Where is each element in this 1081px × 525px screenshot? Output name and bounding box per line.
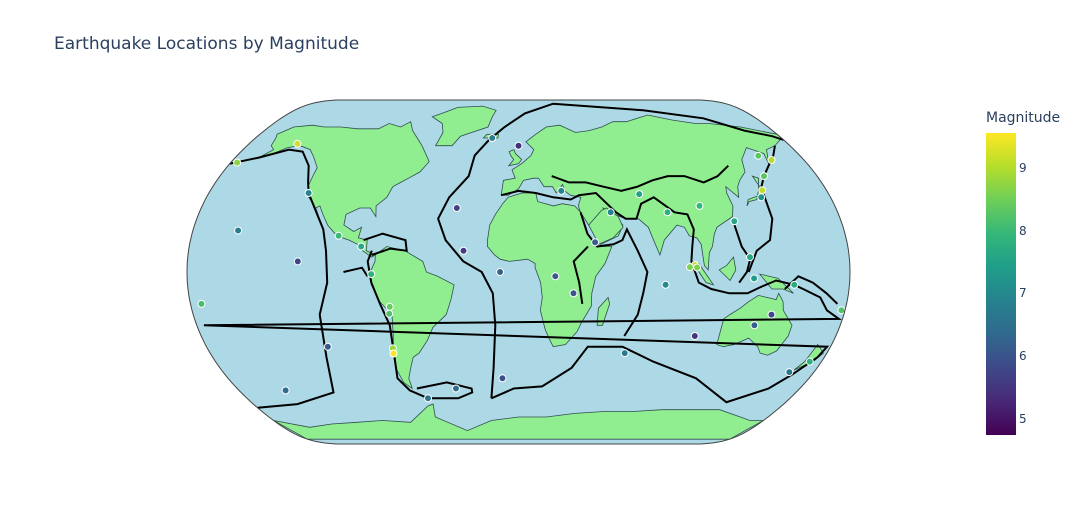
earthquake-point[interactable] <box>695 201 704 210</box>
land-greenland <box>431 105 497 147</box>
colorbar-tick-label: 7 <box>1019 286 1027 301</box>
earthquake-point[interactable] <box>693 263 702 272</box>
earthquake-point[interactable] <box>514 141 523 150</box>
land-british-isles <box>507 149 523 167</box>
earthquake-point[interactable] <box>635 190 644 199</box>
earthquake-point[interactable] <box>385 302 394 311</box>
earthquake-point[interactable] <box>452 384 460 393</box>
earthquake-point[interactable] <box>367 270 376 279</box>
land-japan <box>746 175 761 207</box>
earthquake-point[interactable] <box>730 217 739 226</box>
plate-boundary-line <box>551 164 729 192</box>
earthquake-point[interactable] <box>452 204 461 212</box>
plate-boundary-line <box>366 250 474 400</box>
earthquake-point[interactable] <box>293 257 302 266</box>
earthquake-points-layer[interactable] <box>197 134 846 403</box>
earthquake-point[interactable] <box>334 231 343 240</box>
plate-boundary-line <box>572 245 589 305</box>
plate-boundary-line <box>229 148 335 409</box>
chart-title: Earthquake Locations by Magnitude <box>54 34 360 54</box>
plate-boundary-line <box>363 232 408 256</box>
earthquake-point[interactable] <box>591 238 600 247</box>
earthquake-point[interactable] <box>557 186 566 195</box>
earthquake-point[interactable] <box>569 289 578 298</box>
earthquake-point[interactable] <box>750 321 759 330</box>
earthquake-point[interactable] <box>663 208 672 217</box>
earthquake-point[interactable] <box>690 332 699 340</box>
earthquake-point[interactable] <box>459 246 468 255</box>
earthquake-point[interactable] <box>757 193 766 202</box>
colorbar-tick-label: 8 <box>1019 223 1027 238</box>
earthquake-point[interactable] <box>750 274 759 283</box>
earthquake-point[interactable] <box>620 349 629 358</box>
earthquake-point[interactable] <box>197 299 206 308</box>
colorbar-tick-label: 5 <box>1019 412 1027 427</box>
magnitude-colorbar <box>986 133 1016 435</box>
land-borneo <box>718 256 737 282</box>
colorbar-tick-label: 9 <box>1019 160 1027 175</box>
earthquake-point[interactable] <box>389 349 398 358</box>
earthquake-point[interactable] <box>496 268 505 276</box>
earthquake-point[interactable] <box>551 272 560 281</box>
earthquake-point[interactable] <box>488 134 497 142</box>
earthquake-point[interactable] <box>754 151 763 160</box>
earthquake-point[interactable] <box>357 242 366 251</box>
earthquake-point[interactable] <box>758 186 767 195</box>
earthquake-point[interactable] <box>304 189 313 197</box>
earthquake-point[interactable] <box>661 280 670 289</box>
earthquake-point[interactable] <box>424 394 432 403</box>
land-antarctica <box>273 403 765 440</box>
colorbar-title: Magnitude <box>986 110 1061 126</box>
earthquake-point[interactable] <box>281 386 290 395</box>
earthquake-point[interactable] <box>385 309 394 318</box>
plate-boundary-line <box>784 275 839 305</box>
land-north-america <box>258 121 430 258</box>
land-madagascar <box>596 296 611 326</box>
earthquake-point[interactable] <box>805 357 814 366</box>
earthquake-point[interactable] <box>746 253 754 262</box>
earthquake-point[interactable] <box>293 139 302 148</box>
earthquake-point[interactable] <box>767 310 776 319</box>
earthquake-point[interactable] <box>233 158 242 167</box>
earthquake-point[interactable] <box>790 280 799 289</box>
earthquake-point[interactable] <box>767 156 776 164</box>
earthquake-point[interactable] <box>785 368 794 377</box>
earthquake-point[interactable] <box>323 342 332 351</box>
plate-boundary-line <box>437 102 785 399</box>
earthquake-point[interactable] <box>498 374 507 383</box>
colorbar-tick-label: 6 <box>1019 349 1027 364</box>
earthquake-point[interactable] <box>685 263 694 272</box>
plate-boundary-line <box>343 266 369 277</box>
earthquake-point[interactable] <box>606 208 615 217</box>
earthquake-point[interactable] <box>234 226 243 235</box>
earthquake-point[interactable] <box>760 172 768 181</box>
globe-outline <box>186 99 851 445</box>
